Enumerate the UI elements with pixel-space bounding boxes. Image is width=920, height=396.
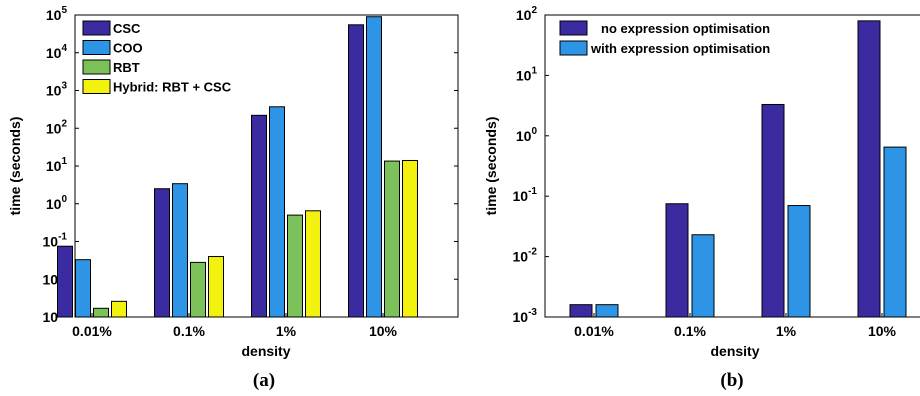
bar-rbt-1 xyxy=(93,307,109,318)
y-tick-label: 10-1 xyxy=(43,232,68,250)
bar-no_opt-3 xyxy=(761,103,785,318)
y-axis-label: time (seconds) xyxy=(7,117,23,216)
legend-label: RBT xyxy=(113,60,140,75)
bar-hybrid-1 xyxy=(111,300,127,318)
x-tick-label: 1% xyxy=(776,323,797,339)
bar-with_opt-1 xyxy=(595,304,619,318)
bar-hybrid-4 xyxy=(402,159,418,318)
x-tick-label: 0.1% xyxy=(173,323,205,339)
y-tick-label: 103 xyxy=(46,81,68,99)
y-tick-label: 100 xyxy=(516,126,538,144)
x-tick-label: 10% xyxy=(868,323,897,339)
legend-swatch xyxy=(559,20,588,36)
bar-rbt-3 xyxy=(287,214,303,318)
chart-panel-a: 10-310-210-11001011021031041050.01%0.1%1… xyxy=(7,5,459,391)
y-tick-label: 104 xyxy=(46,43,68,61)
bar-hybrid-3 xyxy=(305,210,321,318)
legend-swatch xyxy=(82,79,111,94)
legend-label: Hybrid: RBT + CSC xyxy=(113,80,232,95)
y-axis-label: time (seconds) xyxy=(483,117,499,216)
legend-swatch xyxy=(82,20,111,36)
chart-panel-b: 10-3 10-2 10-1 100 101 102 0.01% 0.1% 1% 10% no ex… xyxy=(483,5,920,391)
x-tick-label: 0.1% xyxy=(674,323,706,339)
y-tick-label: 10-3 xyxy=(513,307,538,325)
bar-with_opt-4 xyxy=(883,146,907,318)
bar-no_opt-4 xyxy=(857,20,881,318)
legend-swatch xyxy=(559,40,588,56)
y-tick-label: 10-1 xyxy=(513,186,538,204)
bar-rbt-2 xyxy=(190,261,206,318)
legend-label: COO xyxy=(113,41,143,56)
y-tick-label: 101 xyxy=(516,65,538,83)
y-tick-label: 100 xyxy=(46,194,68,212)
bar-coo-4 xyxy=(366,16,382,318)
y-tick-label: 102 xyxy=(516,5,538,23)
bar-hybrid-2 xyxy=(208,256,224,318)
x-tick-label: 10% xyxy=(369,323,398,339)
x-tick-label: 0.01% xyxy=(574,323,614,339)
legend-label: CSC xyxy=(113,21,141,36)
bar-csc-3 xyxy=(251,114,267,318)
bar-csc-2 xyxy=(154,188,170,318)
bar-with_opt-2 xyxy=(691,234,715,318)
legend-label: no expression optimisation xyxy=(601,21,770,36)
panel-caption: (b) xyxy=(720,370,743,391)
bar-no_opt-1 xyxy=(569,304,593,318)
plot-frame xyxy=(544,14,920,318)
bar-with_opt-3 xyxy=(787,205,811,318)
bar-csc-1 xyxy=(57,245,73,318)
y-tick-label: 101 xyxy=(46,156,68,174)
legend-swatch xyxy=(82,40,111,55)
bar-coo-2 xyxy=(172,183,188,318)
y-tick-label: 105 xyxy=(46,5,68,23)
x-tick-label: 0.01% xyxy=(72,323,112,339)
legend-swatch xyxy=(82,59,111,75)
y-tick-label: 10-2 xyxy=(513,247,538,265)
x-tick-label: 1% xyxy=(276,323,297,339)
y-tick-label: 102 xyxy=(46,118,68,136)
x-axis-label: density xyxy=(241,343,290,359)
legend-label: with expression optimisation xyxy=(590,41,770,56)
bar-coo-3 xyxy=(269,106,285,318)
bar-coo-1 xyxy=(75,259,91,318)
x-axis-label: density xyxy=(710,343,759,359)
bar-csc-4 xyxy=(348,24,364,318)
bar-no_opt-2 xyxy=(665,203,689,318)
panel-caption: (a) xyxy=(253,370,275,391)
bar-rbt-4 xyxy=(384,160,400,318)
